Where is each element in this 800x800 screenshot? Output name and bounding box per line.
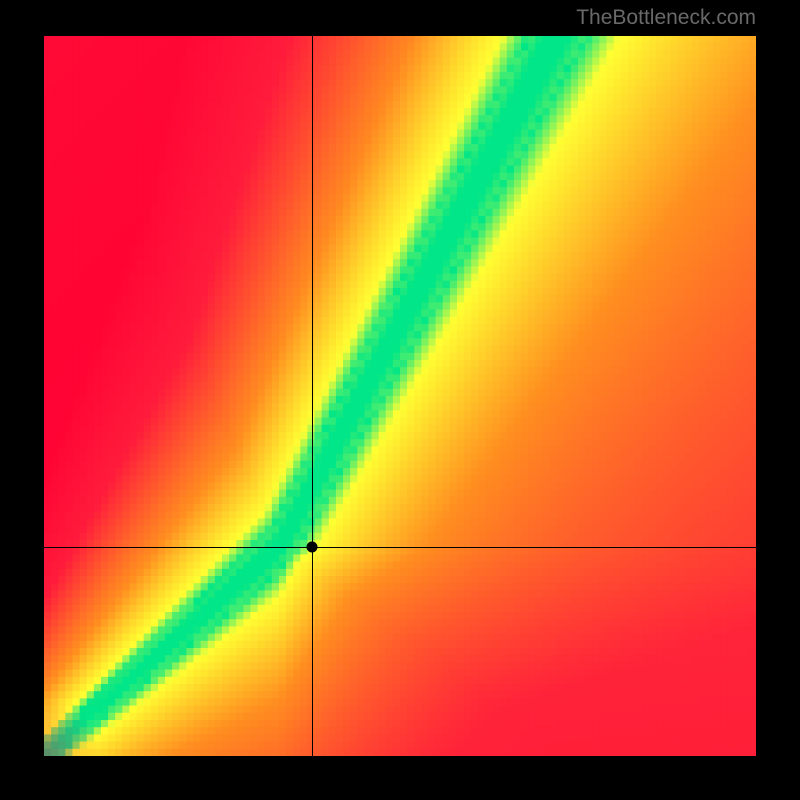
data-point-marker	[306, 542, 317, 553]
heatmap-plot	[44, 36, 756, 756]
crosshair-horizontal	[44, 547, 756, 548]
watermark-text: TheBottleneck.com	[576, 6, 756, 30]
heatmap-canvas	[44, 36, 756, 756]
crosshair-vertical	[312, 36, 313, 756]
